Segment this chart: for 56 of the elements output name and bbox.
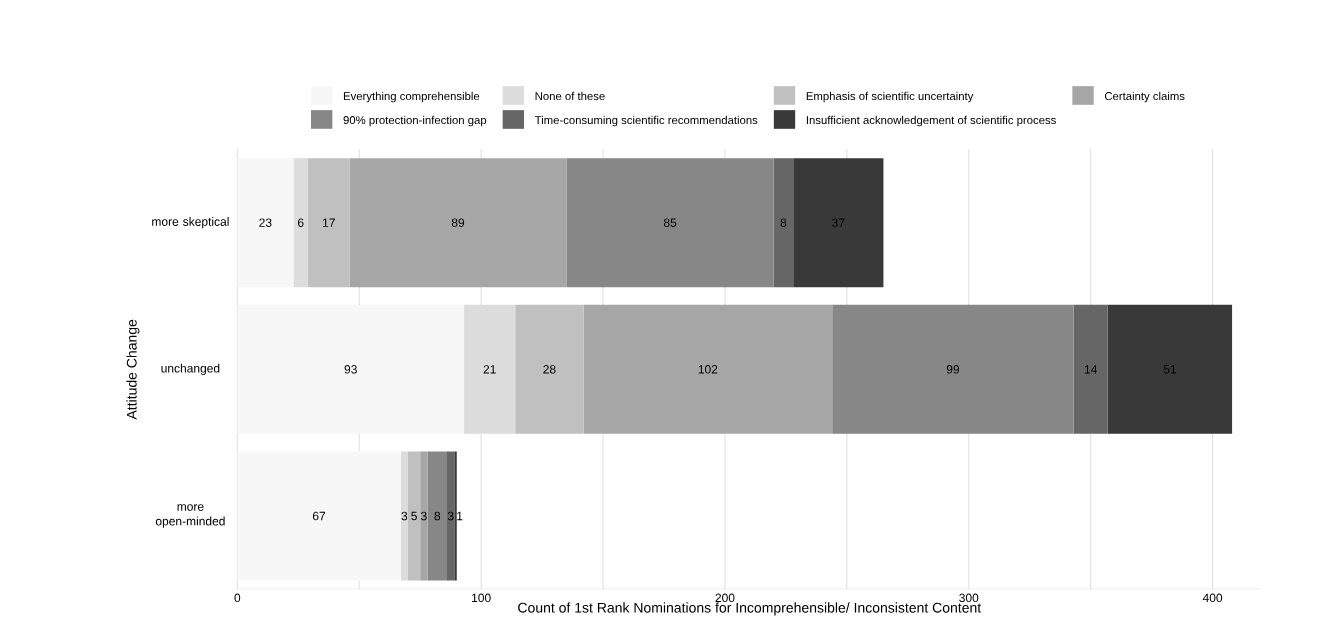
bar (408, 451, 421, 581)
x-tick-label: 400 (1202, 593, 1223, 603)
data-label: 23 (259, 218, 272, 227)
bar (427, 451, 448, 581)
x-tick-label: 100 (472, 593, 491, 603)
legend-label: Everything comprehensible (343, 91, 480, 103)
data-label: 17 (323, 218, 335, 227)
bar (1073, 304, 1108, 434)
data-label: 21 (483, 365, 496, 374)
legend-label: Insufficient acknowledgement of scientific process (806, 115, 1056, 127)
data-label: 3 (420, 511, 427, 521)
y-tick-label: unchanged (161, 363, 220, 375)
data-label: 93 (344, 365, 357, 374)
bar (349, 158, 567, 288)
bar (793, 158, 884, 288)
x-tick-label: 300 (959, 593, 979, 603)
data-label: 89 (451, 218, 465, 227)
bar (293, 158, 309, 288)
data-label: 99 (946, 365, 960, 374)
data-label: 51 (1163, 365, 1176, 374)
bar (400, 451, 408, 581)
data-label: 67 (312, 511, 326, 521)
legend-label: Certainty claims (1104, 91, 1185, 103)
data-label: 3 (447, 511, 454, 521)
x-axis-title: Count of 1st Rank Nominations for Incomprehensible/ Inconsistent Content (518, 602, 982, 616)
bar (583, 304, 833, 434)
data-label: 5 (411, 511, 417, 521)
bar (464, 304, 516, 434)
legend-label: Time-consuming scientific recommendations (534, 115, 758, 127)
bar (308, 158, 350, 288)
legend-label: 90% protection-infection gap (343, 115, 487, 127)
data-label: 3 (401, 511, 408, 521)
data-label: 102 (698, 365, 718, 374)
bar (566, 158, 774, 288)
data-label: 28 (543, 365, 556, 374)
y-tick-label: more skeptical (152, 217, 229, 229)
data-label: 1 (457, 511, 463, 521)
bar (420, 451, 428, 581)
data-label: 14 (1084, 365, 1097, 374)
bar (454, 451, 457, 581)
bar (832, 304, 1074, 434)
data-label: 8 (780, 218, 787, 227)
bar (447, 451, 455, 581)
y-tick-label: more open-minded (155, 504, 225, 528)
data-label: 37 (832, 218, 845, 227)
x-tick-label: 0 (234, 593, 241, 603)
legend-label: Emphasis of scientific uncertainty (806, 91, 974, 103)
y-axis-title: Attitude Change (126, 319, 140, 420)
data-label: 85 (663, 218, 677, 227)
data-label: 8 (434, 511, 441, 521)
bar (515, 304, 584, 434)
data-label: 6 (298, 218, 304, 227)
bar (1107, 304, 1233, 434)
bar (773, 158, 794, 288)
x-tick-label: 200 (715, 593, 735, 603)
legend-label: None of these (535, 91, 605, 101)
